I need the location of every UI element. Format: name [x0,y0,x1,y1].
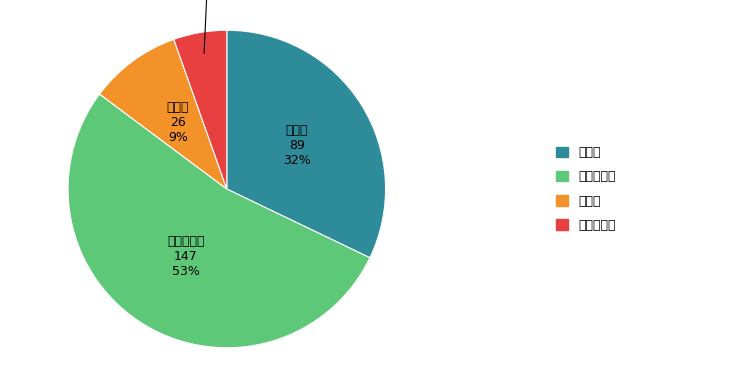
Text: 同じぐらい
147
53%: 同じぐらい 147 53% [167,235,204,279]
Wedge shape [100,39,227,189]
Wedge shape [227,30,386,258]
Text: 減った
26
9%: 減った 26 9% [166,101,189,144]
Wedge shape [174,30,227,189]
Wedge shape [68,94,370,348]
Text: 増えた
89
32%: 増えた 89 32% [283,124,311,167]
Text: わからない
15
6%: わからない 15 6% [189,0,227,53]
Legend: 増えた, 同じぐらい, 減った, わからない: 増えた, 同じぐらい, 減った, わからない [550,141,621,237]
